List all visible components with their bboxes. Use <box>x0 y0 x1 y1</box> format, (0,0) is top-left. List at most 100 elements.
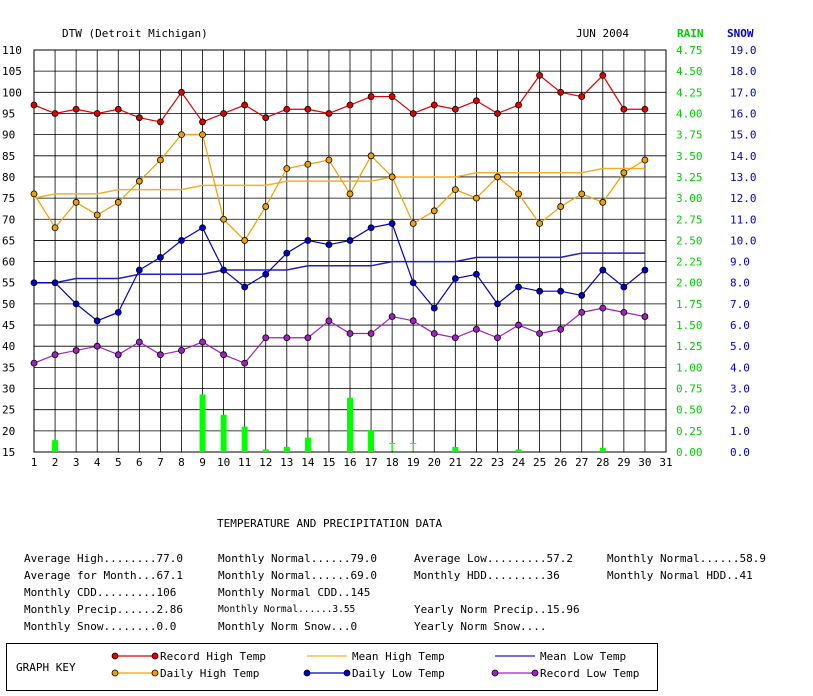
data-point-record-high <box>262 114 270 122</box>
data-point-record-high <box>283 105 291 113</box>
graph-key-items: Record High Temp Mean High Temp Mean Low T… <box>111 650 639 680</box>
x-tick-label: 27 <box>575 456 588 469</box>
stat-monthly-snow: Monthly Snow........0.0 <box>24 620 177 633</box>
data-point-record-low <box>641 313 649 320</box>
data-point-record-low <box>93 342 101 350</box>
data-point-record-high <box>578 93 586 100</box>
stat-average-low: Average Low.........57.2 <box>414 552 573 565</box>
x-tick-label: 19 <box>407 456 420 469</box>
y-tick-label: 15 <box>2 446 15 459</box>
stats-title: TEMPERATURE AND PRECIPITATION DATA <box>217 517 443 530</box>
data-point-daily-low <box>430 304 438 312</box>
rain-tick-label: 3.25 <box>676 171 703 184</box>
stat-monthly-cdd: Monthly CDD.........106 <box>24 586 177 599</box>
data-point-record-low <box>135 338 143 346</box>
x-tick-label: 29 <box>617 456 630 469</box>
data-point-daily-high <box>114 198 122 206</box>
snow-tick-label: 18.0 <box>730 65 757 78</box>
x-tick-label: 5 <box>115 456 122 469</box>
data-point-daily-high <box>388 173 396 181</box>
snow-tick-label: 1.0 <box>730 425 750 438</box>
data-point-daily-high <box>409 220 417 227</box>
y-tick-label: 50 <box>2 298 15 311</box>
rain-tick-label: 2.25 <box>676 256 703 269</box>
x-tick-label: 24 <box>512 456 526 469</box>
stat-norm-snow: Monthly Norm Snow...0 <box>218 620 358 633</box>
precip-trace-label: T <box>410 441 417 454</box>
data-point-record-low <box>156 351 164 359</box>
data-point-daily-high <box>515 190 522 198</box>
data-point-record-high <box>472 97 480 105</box>
precip-bar <box>368 429 375 452</box>
data-point-record-high <box>409 110 417 117</box>
x-tick-label: 30 <box>638 456 651 469</box>
data-point-record-low <box>536 330 543 337</box>
data-point-record-low <box>114 351 122 359</box>
stat-normal-high: Monthly Normal......79.0 <box>218 552 377 565</box>
x-tick-label: 16 <box>343 456 356 469</box>
snow-tick-label: 0.0 <box>730 446 750 459</box>
data-point-daily-high <box>472 194 480 202</box>
x-tick-label: 3 <box>73 456 80 469</box>
key-label-daily-low: Daily Low Temp <box>352 667 445 680</box>
data-point-record-low <box>451 334 459 342</box>
data-point-daily-low <box>304 237 312 244</box>
stat-normal-hdd: Monthly Normal HDD..41 <box>607 569 753 582</box>
y-tick-label: 20 <box>2 425 15 438</box>
graph-key-graphic: GRAPH KEY Record High Temp Mean High Temp… <box>16 650 639 680</box>
data-point-record-high <box>367 93 375 100</box>
data-point-daily-high <box>30 190 38 198</box>
snow-tick-label: 11.0 <box>730 213 757 226</box>
data-point-record-high <box>536 71 543 79</box>
precip-bar <box>52 440 59 452</box>
series-line-daily-low <box>34 222 646 322</box>
chart-grid <box>33 49 667 453</box>
x-tick-label: 12 <box>259 456 272 469</box>
snow-tick-label: 16.0 <box>730 107 757 120</box>
period-title: JUN 2004 <box>576 27 629 40</box>
precip-bar <box>452 446 459 452</box>
key-marker <box>343 669 351 677</box>
data-point-daily-low <box>641 266 649 274</box>
data-point-record-high <box>325 110 333 117</box>
data-point-record-high <box>388 93 396 100</box>
precip-bar <box>241 426 248 452</box>
data-point-record-low <box>199 338 206 346</box>
data-point-record-low <box>304 334 312 342</box>
rain-tick-label: 4.00 <box>676 107 703 120</box>
precip-trace-label: T <box>389 441 396 454</box>
stats-panel: TEMPERATURE AND PRECIPITATION DATA Avera… <box>0 0 766 633</box>
chart-series <box>30 71 649 367</box>
rain-tick-label: 0.50 <box>676 404 703 417</box>
data-point-record-low <box>557 325 565 333</box>
data-point-daily-high <box>178 131 185 139</box>
key-label-mean-low: Mean Low Temp <box>540 650 626 663</box>
x-tick-label: 2 <box>52 456 59 469</box>
data-point-record-high <box>51 110 59 117</box>
data-point-daily-high <box>557 203 565 210</box>
stat-average-month: Average for Month...67.1 <box>24 569 183 582</box>
data-point-record-high <box>72 105 80 113</box>
data-point-record-high <box>93 110 101 117</box>
data-point-record-low <box>30 359 38 367</box>
data-point-record-low <box>430 330 438 337</box>
precip-bar <box>515 449 522 452</box>
rain-tick-label: 2.75 <box>676 213 703 226</box>
data-point-daily-low <box>388 220 396 227</box>
data-point-daily-high <box>367 152 375 160</box>
data-point-daily-low <box>156 253 164 261</box>
snow-tick-label: 17.0 <box>730 86 757 99</box>
y-tick-label: 80 <box>2 171 15 184</box>
data-point-daily-high <box>220 215 228 223</box>
data-point-daily-high <box>241 237 249 244</box>
key-marker <box>111 652 119 660</box>
stat-average-high: Average High........77.0 <box>24 552 183 565</box>
rain-tick-label: 3.50 <box>676 150 703 163</box>
y-tick-label: 55 <box>2 277 15 290</box>
data-point-record-low <box>599 304 607 312</box>
y-tick-label: 45 <box>2 319 15 332</box>
data-point-daily-high <box>641 156 649 164</box>
data-point-daily-low <box>30 279 38 287</box>
